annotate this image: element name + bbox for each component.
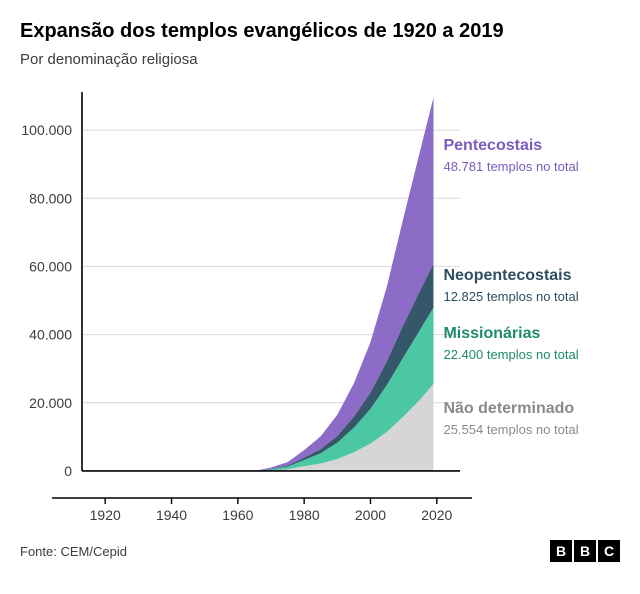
series-sub: 22.400 templos no total: [443, 347, 578, 362]
y-tick-label: 60.000: [29, 258, 72, 274]
series-sub: 25.554 templos no total: [443, 422, 578, 437]
series-name: Pentecostais: [443, 137, 578, 155]
y-tick-label: 100.000: [21, 122, 72, 138]
x-tick-label: 2000: [355, 507, 386, 523]
y-tick-label: 20.000: [29, 395, 72, 411]
x-tick-label: 2020: [421, 507, 452, 523]
x-tick-label: 1980: [289, 507, 320, 523]
subtitle: Por denominação religiosa: [20, 51, 620, 68]
x-tick-label: 1940: [156, 507, 187, 523]
series-name: Não determinado: [443, 400, 578, 418]
area-chart: 0 20.000 40.000 60.000 80.000 100.000 1920 1940…: [20, 86, 620, 526]
bbc-logo-block: C: [598, 540, 620, 562]
bbc-logo-block: B: [574, 540, 596, 562]
x-tick-label: 1920: [90, 507, 121, 523]
bbc-logo: BBC: [550, 540, 620, 562]
series-name: Missionárias: [443, 325, 578, 343]
series-label-nao_determinado: Não determinado 25.554 templos no total: [443, 400, 578, 437]
y-tick-label: 80.000: [29, 190, 72, 206]
series-name: Neopentecostais: [443, 267, 578, 285]
source-text: Fonte: CEM/Cepid: [20, 544, 127, 559]
series-label-neopentecostais: Neopentecostais 12.825 templos no total: [443, 267, 578, 304]
series-sub: 12.825 templos no total: [443, 289, 578, 304]
y-tick-label: 0: [64, 463, 72, 479]
y-tick-label: 40.000: [29, 327, 72, 343]
series-label-pentecostais: Pentecostais 48.781 templos no total: [443, 137, 578, 174]
series-label-missionarias: Missionárias 22.400 templos no total: [443, 325, 578, 362]
bbc-logo-block: B: [550, 540, 572, 562]
page-title: Expansão dos templos evangélicos de 1920…: [20, 20, 620, 43]
series-sub: 48.781 templos no total: [443, 159, 578, 174]
x-tick-label: 1960: [222, 507, 253, 523]
